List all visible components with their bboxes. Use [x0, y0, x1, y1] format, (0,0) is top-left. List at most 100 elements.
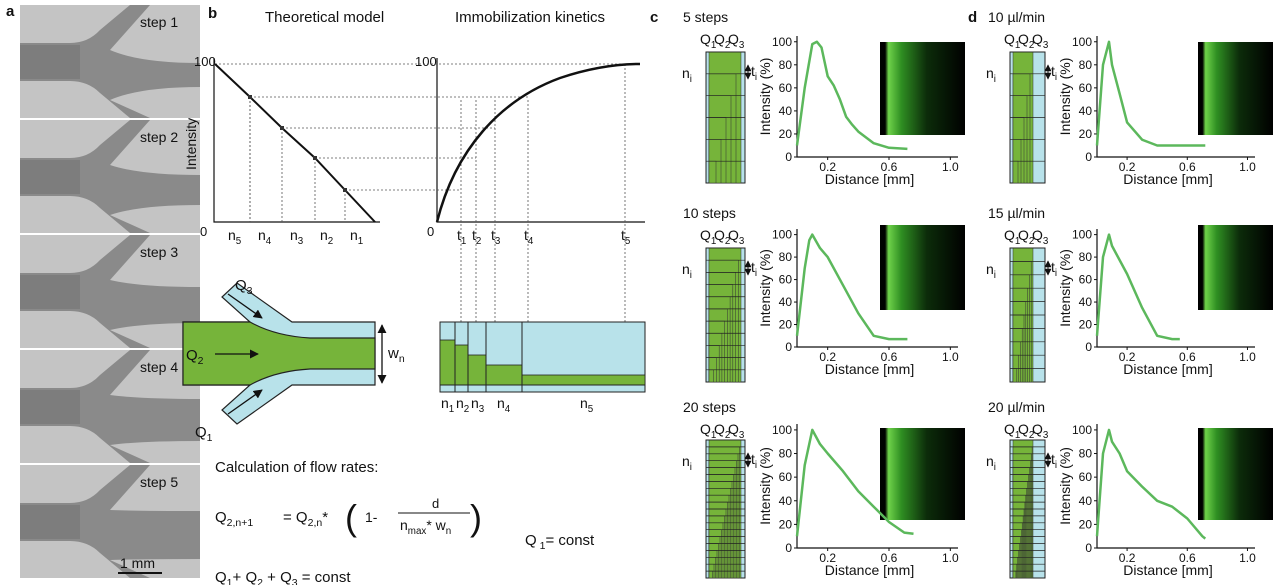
- y-tick-label: 0: [1085, 340, 1092, 354]
- inlet: [20, 160, 80, 194]
- label-subscript: 2,n+1: [227, 517, 254, 529]
- label: ti: [751, 451, 757, 471]
- label-text: n: [258, 227, 266, 243]
- y-tick-label: 0: [785, 340, 792, 354]
- label: Q3: [1032, 31, 1049, 51]
- step-fill: [454, 344, 469, 386]
- step-fill: [1012, 570, 1017, 579]
- row-label: 20 steps: [683, 399, 736, 415]
- label-subscript: 2: [257, 577, 263, 585]
- label: Q1: [1004, 31, 1020, 51]
- row-label: 20 µl/min: [988, 399, 1045, 415]
- label: t5: [621, 227, 631, 247]
- label: Q 1= const: [525, 532, 595, 552]
- label-subscript: 5: [236, 236, 242, 247]
- label-text: Q: [1004, 421, 1015, 437]
- label: Q1: [700, 31, 716, 51]
- inlet: [20, 505, 80, 539]
- y-tick-label: 100: [772, 423, 792, 437]
- label: Q3: [1032, 227, 1049, 247]
- label: t2: [472, 227, 481, 247]
- label-subscript: 1: [461, 236, 466, 247]
- channel: [20, 465, 200, 578]
- label-text: n: [320, 227, 328, 243]
- y-tick-label: 40: [1079, 104, 1093, 118]
- label-subscript: i: [755, 72, 757, 83]
- y-tick-label: 0: [1085, 150, 1092, 164]
- label: n1: [441, 395, 454, 415]
- label: Q3: [728, 227, 745, 247]
- label-subscript: 1: [1015, 40, 1020, 51]
- y-tick-label: 80: [779, 58, 793, 72]
- label-subscript: 2: [1029, 430, 1034, 441]
- step-label: step 1: [140, 14, 178, 30]
- x-tick-label: 0.2: [819, 160, 836, 174]
- label-text: Q: [215, 569, 227, 585]
- label-text: t: [1051, 451, 1055, 467]
- y-tick-label: 40: [779, 295, 793, 309]
- label: Q2: [714, 421, 730, 441]
- step-fill: [1012, 160, 1019, 184]
- step-label: step 3: [140, 244, 178, 260]
- label-subscript: i: [1055, 268, 1057, 279]
- y-tick-label: 100: [1072, 228, 1092, 242]
- label: ni: [986, 65, 996, 85]
- label-text: n: [471, 395, 479, 411]
- micrograph-inset: [880, 428, 965, 520]
- y-tick-label: 60: [1079, 273, 1093, 287]
- label-subscript: 3: [739, 40, 745, 51]
- y-tick-label: 100: [1072, 35, 1092, 49]
- label-text: Q: [215, 509, 227, 526]
- y-tick-label: 80: [1079, 250, 1093, 264]
- label-subscript: 1: [227, 577, 233, 585]
- label-subscript: i: [1055, 460, 1057, 471]
- marker: [280, 126, 284, 130]
- panel-label: a: [6, 3, 15, 20]
- label-subscript: 1: [449, 404, 454, 415]
- label: ni: [682, 261, 692, 281]
- x-tick-label: 0.2: [819, 551, 836, 565]
- x-tick-label: 1.0: [1239, 350, 1256, 364]
- micrograph-inset: [880, 225, 965, 310]
- label-text: Q: [700, 31, 711, 47]
- label-subscript: 2: [328, 236, 333, 247]
- label: ti: [751, 63, 757, 83]
- label-text: n: [228, 227, 236, 243]
- label-subscript: i: [690, 462, 692, 473]
- x-tick-label: 0.6: [1179, 350, 1196, 364]
- y-tick-label: 60: [1079, 470, 1093, 484]
- label-text: Q: [1004, 227, 1015, 243]
- label-subscript: 1: [207, 432, 213, 444]
- panel-label: c: [650, 9, 658, 26]
- x-axis-label: Distance [mm]: [1123, 361, 1212, 377]
- y-tick-label: 20: [779, 318, 793, 332]
- label: ni: [986, 453, 996, 473]
- label-subscript: i: [755, 268, 757, 279]
- x-tick-label: 1.0: [1239, 160, 1256, 174]
- label-subscript: i: [994, 74, 996, 85]
- x-axis-label: Distance [mm]: [825, 171, 914, 187]
- label-text: Q: [728, 421, 739, 437]
- label: t4: [524, 227, 534, 247]
- label-subscript: 3: [292, 577, 298, 585]
- label-text: = Q: [283, 509, 308, 526]
- label: Q2: [714, 31, 730, 51]
- step-fill: [1012, 368, 1018, 383]
- label-text: Q: [700, 421, 711, 437]
- channel: [20, 5, 200, 118]
- label-subscript: 4: [528, 236, 534, 247]
- y-tick-label: 100: [772, 228, 792, 242]
- micrograph-inset: [1198, 428, 1273, 520]
- label-subscript: 3: [298, 236, 304, 247]
- label-text: Q: [714, 31, 725, 47]
- step-fill: [708, 570, 713, 579]
- label: n2: [456, 395, 469, 415]
- label: Q1: [700, 421, 716, 441]
- x-axis-label: Distance [mm]: [825, 361, 914, 377]
- label-text: Q: [235, 277, 247, 294]
- label-subscript: 3: [739, 430, 745, 441]
- micrograph-inset: [880, 42, 965, 135]
- label-text: = const: [545, 532, 595, 549]
- y-tick-label: 20: [779, 517, 793, 531]
